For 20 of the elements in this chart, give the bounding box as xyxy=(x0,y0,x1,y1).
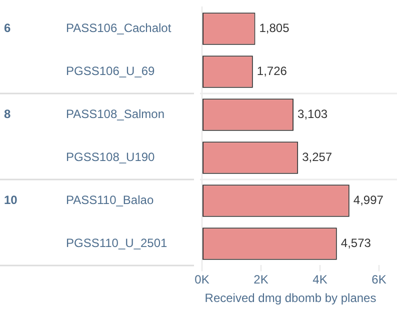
text: 10 xyxy=(4,193,18,208)
text: 6 xyxy=(4,21,11,36)
y-tick-label: PASS110_Balao xyxy=(66,193,154,208)
data-label: 3,103 xyxy=(298,107,328,122)
data-label: 4,997 xyxy=(353,193,384,208)
y-tick-label: PASS108_Salmon xyxy=(66,107,165,122)
x-tick-label: 0K xyxy=(194,272,210,287)
data-label: 1,726 xyxy=(256,64,288,78)
y-tick-label: PGSS106_U_69 xyxy=(66,64,156,78)
data-label: 3,257 xyxy=(302,150,332,164)
x-tick-label: 4K xyxy=(312,272,328,287)
y-tick-label: PGSS108_U190 xyxy=(66,150,156,164)
x-tick-label: 2K xyxy=(254,272,268,287)
data-label: 4,573 xyxy=(340,236,372,250)
x-axis-title: Received dmg dbomb by planes xyxy=(204,291,376,306)
y-tick-label: PASS106_Cachalot xyxy=(66,21,172,36)
data-label: 1,805 xyxy=(259,21,290,36)
x-tick-label: 6K xyxy=(372,272,386,287)
y-tick-label: PGSS110_U_2501 xyxy=(66,236,168,250)
text: 8 xyxy=(4,107,11,122)
